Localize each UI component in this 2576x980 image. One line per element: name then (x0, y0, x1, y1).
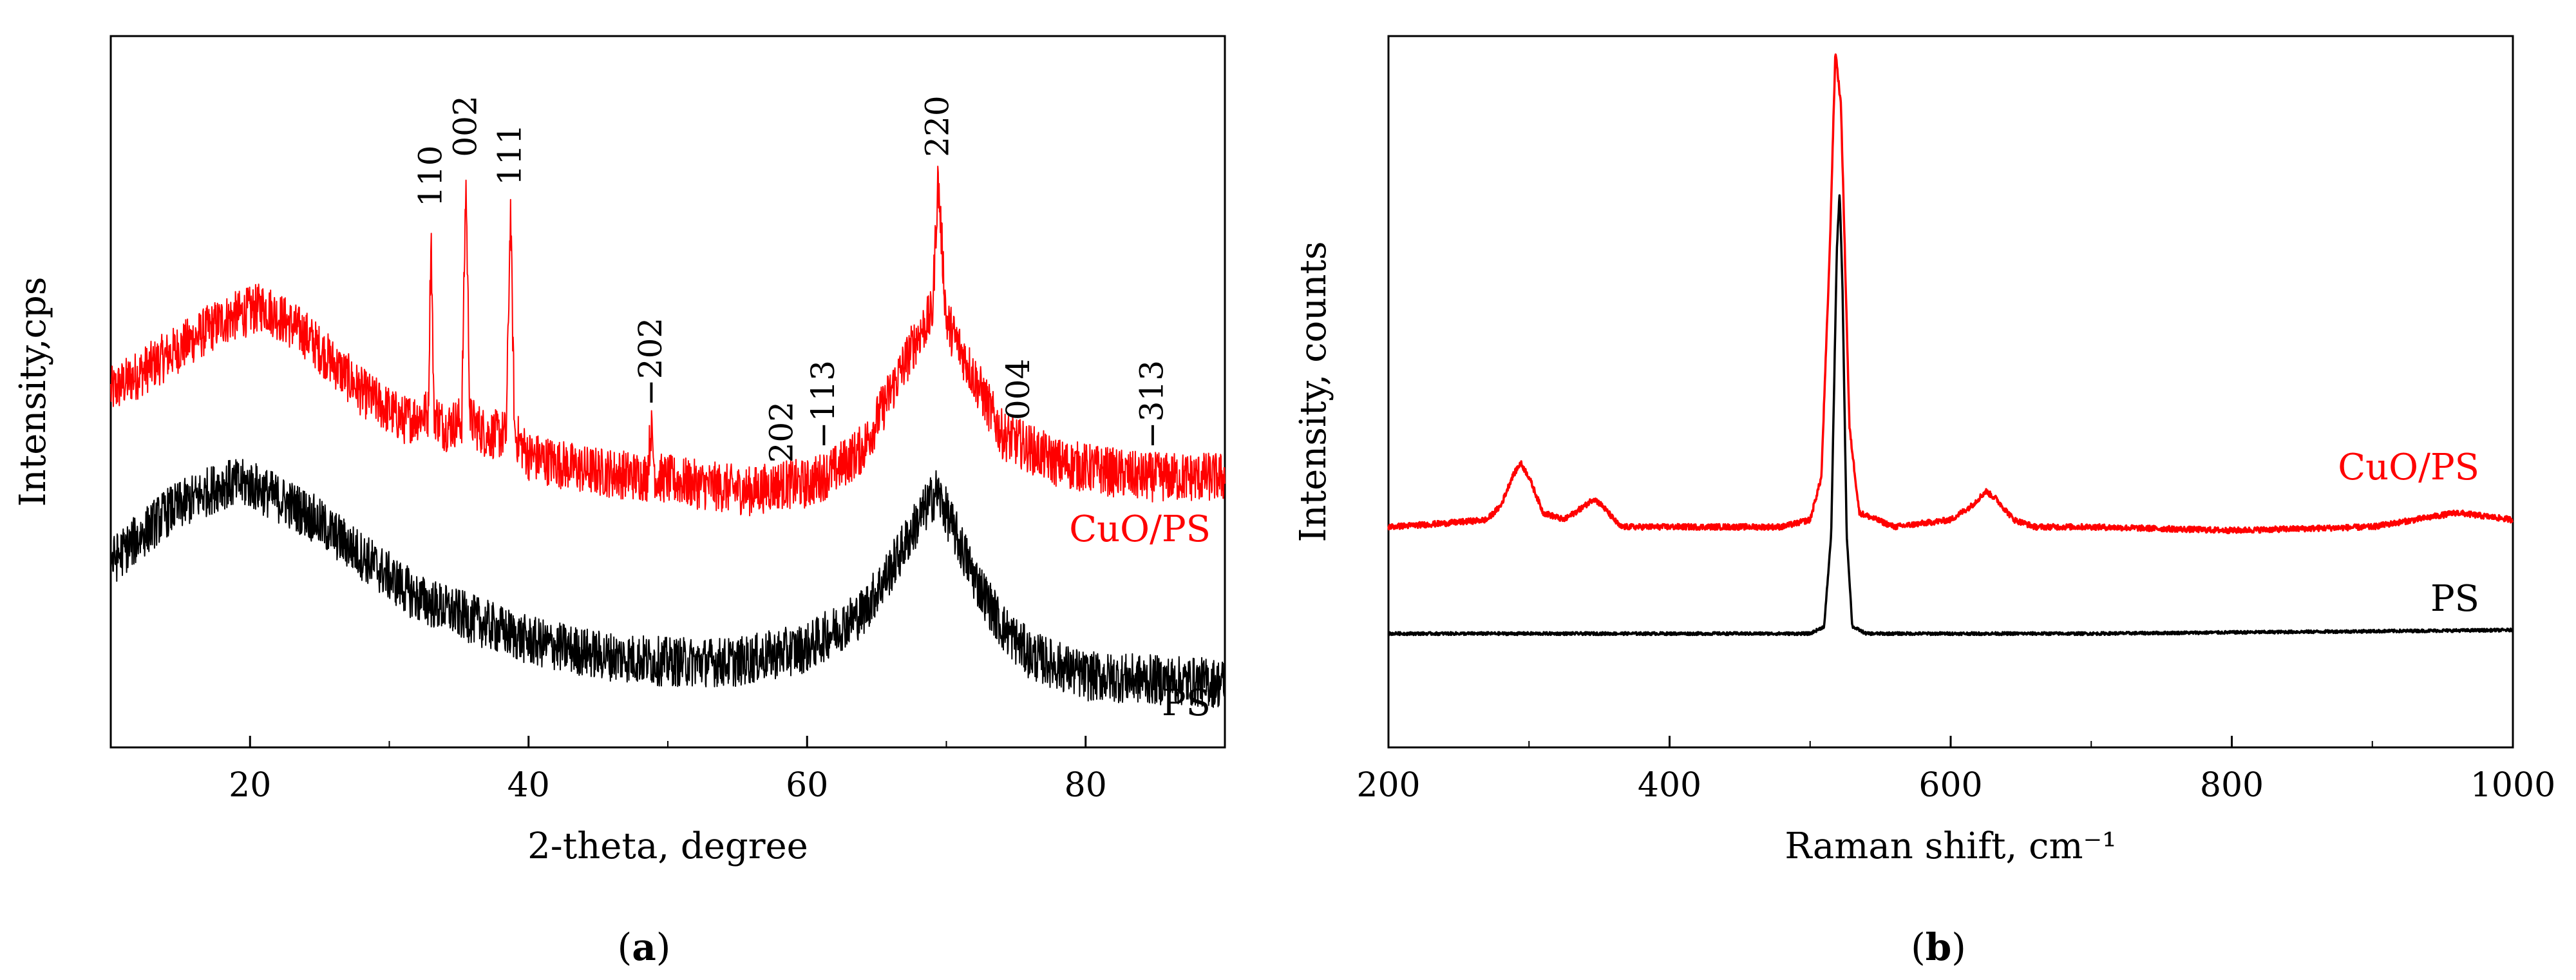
chart-panel-a: CuO/PS PS 20 40 60 80 2-theta, degree Intensity… (12, 35, 1226, 969)
x-tick-label: 400 (1638, 766, 1701, 805)
peak-annotation: −202 (632, 318, 669, 406)
x-tick-label: 800 (2200, 766, 2264, 805)
x-axis-title: 2-theta, degree (527, 825, 808, 867)
x-tick-label: 40 (507, 766, 550, 805)
series-line-cuo-ps (110, 166, 1226, 517)
series-label-cuo-ps: CuO/PS (2338, 447, 2479, 488)
peak-annotation: 004 (999, 359, 1037, 420)
peak-annotation: 111 (491, 124, 529, 185)
panel-label-a: (a) (618, 925, 671, 969)
peak-annotation: −313 (1133, 360, 1171, 448)
x-tick-label: 80 (1065, 766, 1107, 805)
peak-annotation: 110 (412, 146, 449, 207)
series-line-ps (1387, 194, 2514, 637)
x-tick-label: 1000 (2470, 766, 2555, 805)
x-axis-title: Raman shift, cm⁻¹ (1785, 825, 2116, 867)
series-line-cuo-ps (1387, 53, 2514, 535)
series-label-cuo-ps: CuO/PS (1069, 508, 1211, 550)
chart-panel-b: CuO/PS PS 200 400 600 800 1000 Raman shift, cm⁻… (1293, 35, 2555, 969)
peak-annotation: 202 (762, 401, 800, 463)
panel-label-b: (b) (1911, 925, 1966, 969)
peak-annotation: −113 (804, 360, 842, 448)
x-tick-label: 60 (786, 766, 828, 805)
plot-frame (1387, 35, 2514, 749)
series-line-ps (110, 459, 1226, 708)
peak-annotation: 220 (919, 95, 956, 157)
x-tick-label: 20 (229, 766, 271, 805)
peak-annotation: 002 (446, 95, 484, 157)
series-label-ps: PS (1162, 682, 1211, 724)
y-axis-title: Intensity, counts (1293, 241, 1334, 542)
y-axis-title: Intensity,cps (12, 277, 54, 507)
series-label-ps: PS (2430, 578, 2479, 620)
x-tick-label: 600 (1918, 766, 1982, 805)
x-tick-label: 200 (1356, 766, 1420, 805)
